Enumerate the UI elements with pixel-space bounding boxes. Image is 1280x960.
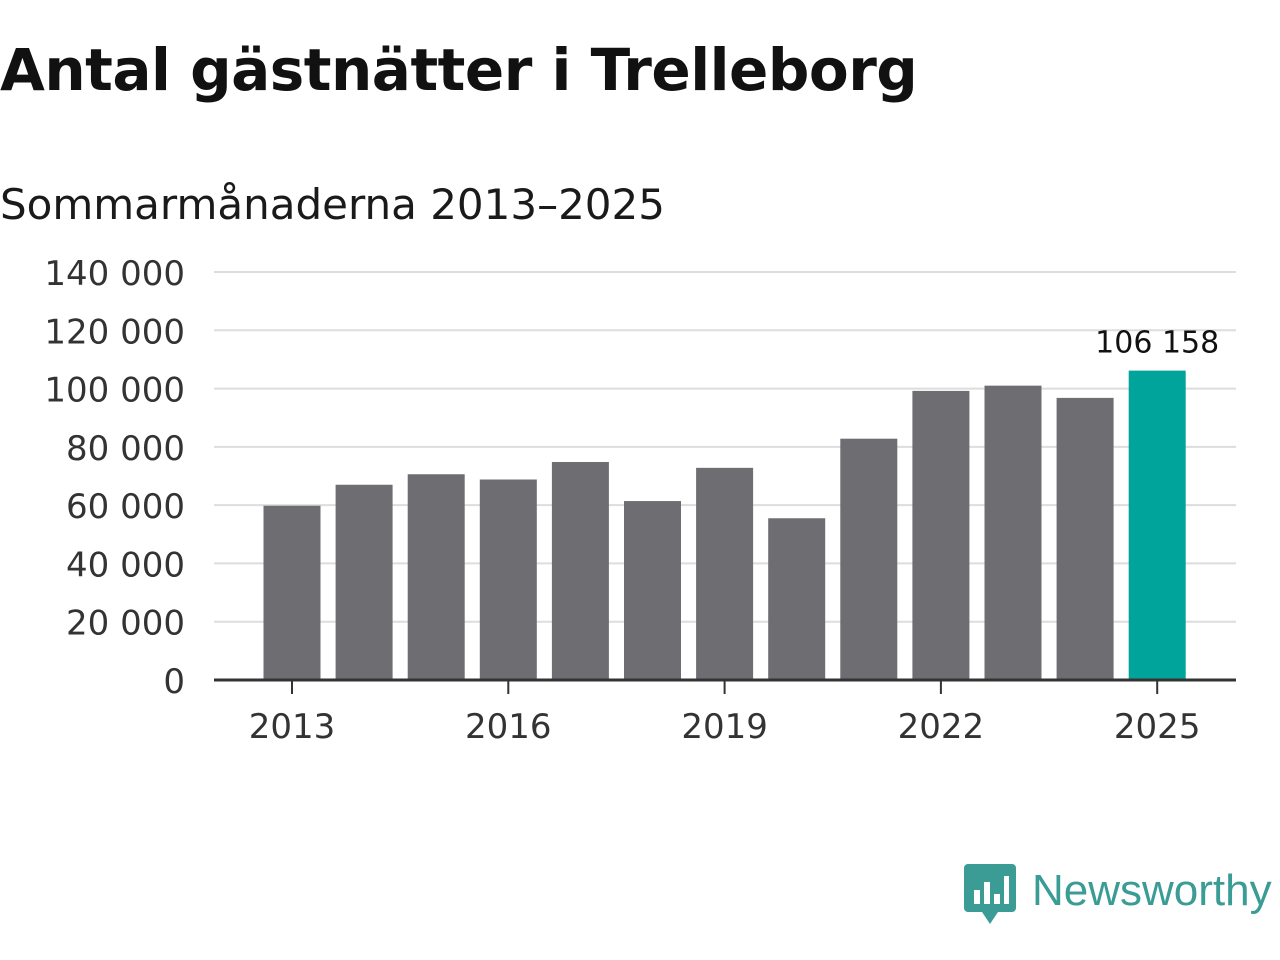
- bar-2021: [840, 438, 898, 680]
- y-tick-label: 140 000: [44, 254, 185, 294]
- bar-2016: [479, 479, 537, 680]
- y-tick-label: 100 000: [44, 371, 185, 411]
- chart-subtitle: Sommarmånaderna 2013–2025: [0, 180, 665, 229]
- bar-2017: [551, 462, 609, 680]
- bar-2025: [1128, 370, 1186, 680]
- x-tick-label: 2016: [465, 707, 552, 747]
- bar-2018: [624, 501, 681, 680]
- bar-2022: [912, 390, 970, 680]
- x-tick-label: 2025: [1114, 707, 1201, 747]
- y-tick-label: 80 000: [66, 429, 185, 469]
- data-labels: 106 158: [1095, 326, 1219, 361]
- x-axis: 2013 2016 2019 2022 2025: [249, 680, 1201, 747]
- brand-logo: Newsworthy: [964, 862, 1272, 928]
- x-tick-label: 2013: [249, 707, 336, 747]
- x-tick-label: 2022: [898, 707, 985, 747]
- bar-2024: [1056, 397, 1114, 680]
- newsworthy-logo-icon: [964, 864, 1016, 924]
- bar-2013: [263, 505, 321, 680]
- bars: [263, 370, 1186, 680]
- y-axis: 0 20 000 40 000 60 000 80 000 100 000 120 000 1…: [44, 254, 185, 702]
- y-tick-label: 60 000: [66, 487, 185, 527]
- data-label-2025: 106 158: [1095, 326, 1219, 361]
- bar-2019: [696, 467, 754, 680]
- bar-2014: [335, 484, 393, 680]
- y-tick-label: 20 000: [66, 604, 185, 644]
- brand-name: Newsworthy: [1032, 866, 1272, 915]
- x-tick-label: 2019: [681, 707, 768, 747]
- y-tick-label: 0: [163, 662, 185, 702]
- bar-2020: [768, 518, 826, 680]
- bar-2015: [407, 474, 465, 680]
- bar-2023: [984, 385, 1042, 680]
- chart-title: Antal gästnätter i Trelleborg: [0, 36, 918, 104]
- y-tick-label: 120 000: [44, 312, 185, 352]
- y-tick-label: 40 000: [66, 545, 185, 585]
